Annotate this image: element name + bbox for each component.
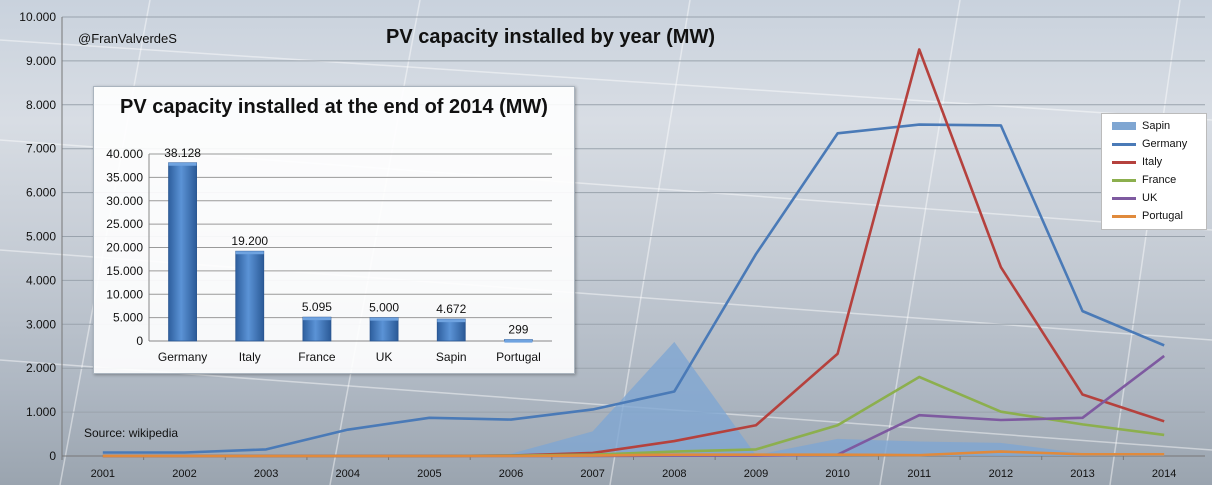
legend-item-sapin: Sapin (1112, 117, 1170, 135)
legend-item-germany: Germany (1112, 135, 1187, 153)
legend: Sapin Germany Italy France UK Portugal (1101, 113, 1207, 230)
bar-value-label: 5.000 (369, 301, 399, 315)
legend-label: Germany (1142, 138, 1188, 150)
inset-y-tick-label: 25.000 (106, 217, 143, 231)
bar-uk (369, 317, 399, 342)
chart-title: PV capacity installed by year (MW) (386, 26, 715, 48)
legend-label: Portugal (1142, 210, 1183, 222)
inset-x-tick-label: Italy (239, 350, 261, 364)
legend-label: Italy (1142, 156, 1163, 168)
legend-item-portugal: Portugal (1112, 207, 1183, 225)
bar-value-label: 4.672 (436, 302, 466, 316)
legend-swatch-line-icon (1112, 196, 1136, 200)
series-area-sapin (102, 341, 1165, 456)
inset-x-tick-label: Germany (158, 350, 207, 364)
x-tick-label: 2001 (91, 468, 115, 480)
y-tick-label: 4.000 (26, 273, 56, 287)
x-tick-label: 2006 (499, 468, 523, 480)
inset-y-tick-label: 10.000 (106, 287, 143, 301)
legend-swatch-line-icon (1112, 214, 1136, 218)
bar-cap-sapin (437, 319, 466, 323)
legend-label: Sapin (1142, 120, 1171, 132)
bar-germany (168, 162, 197, 342)
y-tick-label: 0 (49, 449, 56, 463)
inset-y-tick-label: 35.000 (106, 170, 143, 184)
bar-value-label: 5.095 (302, 300, 332, 314)
bar-france (302, 316, 332, 342)
y-tick-label: 5.000 (26, 230, 56, 244)
bar-value-label: 299 (508, 323, 528, 337)
y-tick-label: 9.000 (26, 54, 56, 68)
bar-cap-germany (168, 162, 197, 166)
bar-cap-france (302, 317, 331, 321)
y-tick-label: 2.000 (26, 361, 56, 375)
y-tick-label: 3.000 (26, 317, 56, 331)
y-tick-label: 6.000 (26, 186, 56, 200)
legend-label: UK (1142, 192, 1158, 204)
inset-x-tick-label: France (298, 350, 336, 364)
inset-y-tick-label: 30.000 (106, 194, 143, 208)
y-tick-label: 10.000 (19, 10, 56, 24)
inset-bar-chart-plot: 0 5.000 10.000 15.000 20.000 25.000 30.000 35.0… (106, 146, 552, 364)
source-note: Source: wikipedia (84, 426, 179, 440)
inset-x-tick-label: Portugal (496, 350, 541, 364)
legend-swatch-area-icon (1112, 122, 1136, 130)
bar-italy (235, 250, 265, 342)
legend-item-france: France (1112, 171, 1176, 189)
x-tick-label: 2004 (336, 468, 360, 480)
y-tick-label: 1.000 (26, 405, 56, 419)
bar-cap-portugal (504, 339, 533, 343)
legend-swatch-line-icon (1112, 142, 1136, 146)
x-tick-label: 2014 (1152, 468, 1176, 480)
inset-x-tick-label: UK (376, 350, 393, 364)
legend-item-uk: UK (1112, 189, 1157, 207)
series-line-portugal (102, 450, 1165, 458)
legend-item-italy: Italy (1112, 153, 1162, 171)
bar-cap-uk (370, 317, 399, 321)
x-tick-label: 2003 (254, 468, 278, 480)
inset-y-tick-label: 40.000 (106, 147, 143, 161)
bar-value-label: 19.200 (231, 234, 268, 248)
legend-label: France (1142, 174, 1177, 186)
y-tick-label: 8.000 (26, 98, 56, 112)
x-tick-label: 2007 (580, 468, 604, 480)
x-tick-label: 2013 (1070, 468, 1094, 480)
series-line-germany (102, 123, 1165, 454)
author-credit: @FranValverdeS (78, 31, 177, 46)
inset-y-tick-label: 0 (136, 334, 143, 348)
inset-x-tick-label: Sapin (436, 350, 467, 364)
legend-swatch-line-icon (1112, 160, 1136, 164)
inset-chart-title: PV capacity installed at the end of 2014… (120, 96, 548, 118)
bar-cap-italy (235, 251, 264, 255)
x-tick-label: 2012 (989, 468, 1013, 480)
y-tick-label: 7.000 (26, 142, 56, 156)
bar-sapin (436, 318, 466, 342)
x-tick-label: 2008 (662, 468, 686, 480)
x-tick-label: 2009 (744, 468, 768, 480)
x-tick-label: 2005 (417, 468, 441, 480)
x-tick-label: 2011 (907, 468, 931, 480)
x-tick-label: 2002 (172, 468, 196, 480)
x-tick-label: 2010 (825, 468, 849, 480)
inset-y-tick-label: 5.000 (113, 311, 143, 325)
inset-y-tick-label: 20.000 (106, 241, 143, 255)
inset-bar-chart: 0 5.000 10.000 15.000 20.000 25.000 30.000 35.0… (93, 86, 575, 374)
bar-value-label: 38.128 (164, 146, 201, 160)
legend-swatch-line-icon (1112, 178, 1136, 182)
inset-y-tick-label: 15.000 (106, 264, 143, 278)
